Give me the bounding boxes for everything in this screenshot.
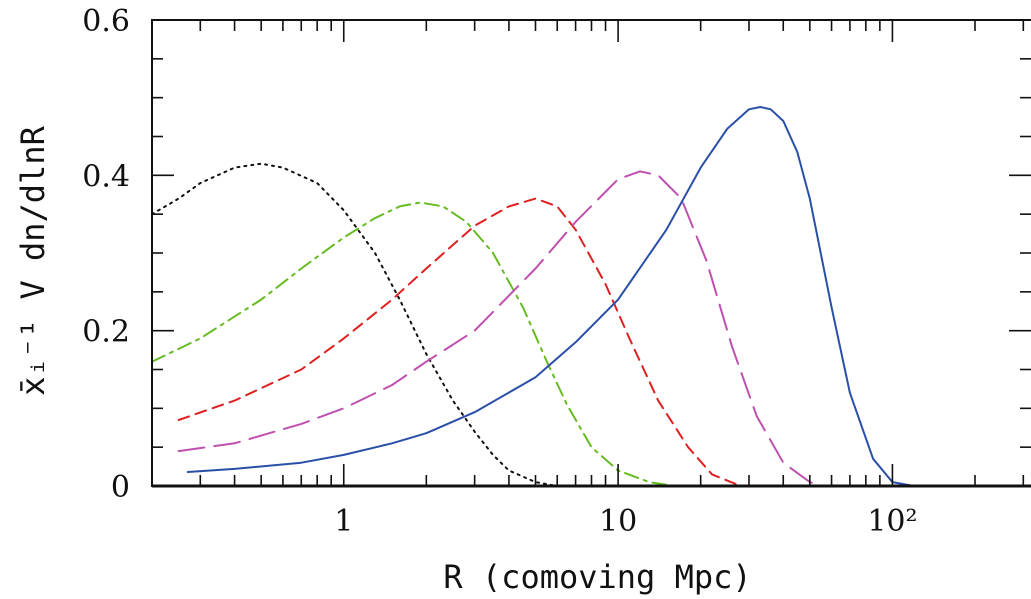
- y-tick-label: 0.2: [82, 315, 130, 350]
- x-axis-title: R (comoving Mpc): [443, 558, 751, 596]
- x-tick-label: 10: [599, 504, 637, 539]
- x-tick-label: 1: [334, 504, 353, 539]
- y-tick-label: 0: [111, 470, 130, 505]
- tick-labels: 1 10 10² 0 0.2 0.4 0.6: [82, 4, 917, 539]
- y-tick-label: 0.6: [82, 4, 130, 39]
- series-line-2: [151, 201, 676, 487]
- series-line-1: [151, 162, 559, 487]
- series-line-3: [177, 197, 742, 487]
- y-tick-label: 0.4: [82, 159, 130, 194]
- series-lines: [151, 106, 1031, 488]
- series-line-5: [186, 106, 916, 487]
- plot-frame: [151, 19, 1031, 487]
- axis-ticks: [151, 19, 1031, 487]
- x-tick-label: 10²: [867, 504, 917, 539]
- series-line-4: [177, 170, 823, 487]
- y-axis-title: x̄ᵢ⁻¹ V dn/dlnR: [14, 125, 52, 395]
